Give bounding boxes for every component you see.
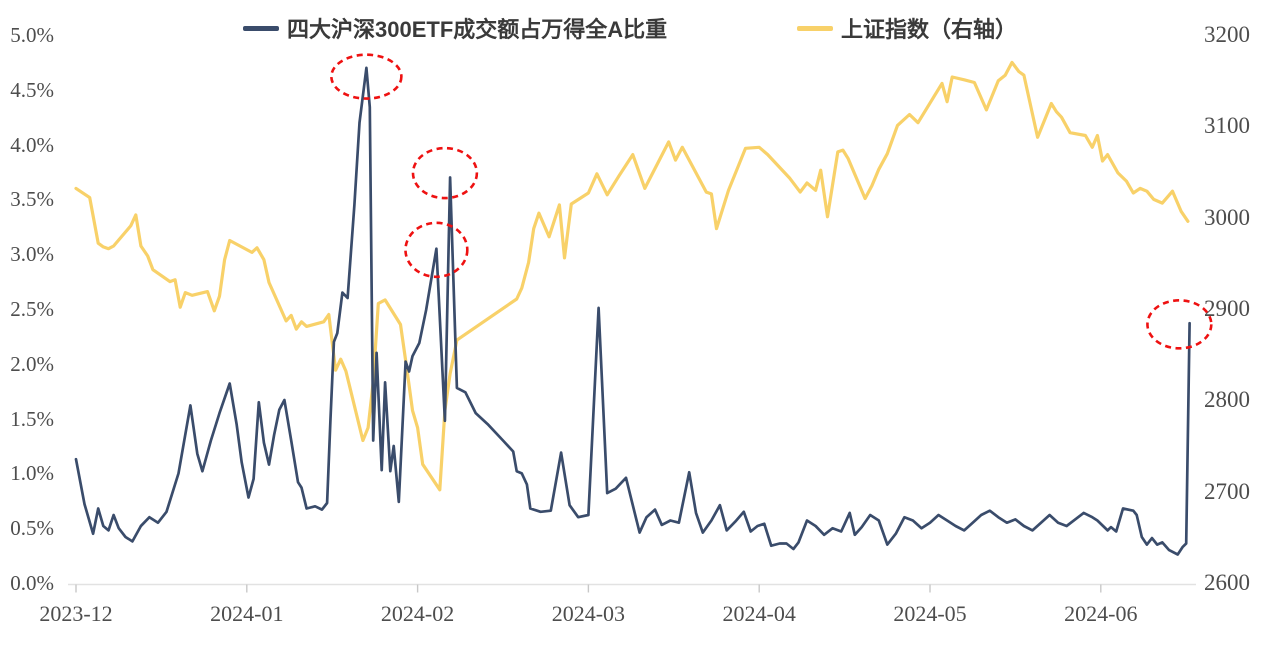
x-axis-tick-label: 2024-03	[551, 601, 626, 626]
y-left-tick-label: 0.5%	[10, 516, 54, 541]
y-axis-left-labels: 5.0% 4.5% 4.0% 3.5% 3.0% 2.5% 2.0% 1.5% 1.0% 0.5%…	[0, 0, 56, 645]
y-right-tick-label: 3000	[1204, 204, 1250, 230]
y-right-tick-label: 2600	[1204, 570, 1250, 595]
y-left-tick-label: 2.0%	[10, 351, 54, 376]
x-axis-tick-label: 2023-12	[39, 601, 113, 626]
highlight-ellipse	[330, 53, 403, 100]
y-axis-right-labels: 3200 3100 3000 2900 2800 2700 2600	[1204, 0, 1268, 645]
y-left-tick-label: 5.0%	[10, 23, 54, 47]
series-etf-share-line	[74, 66, 1191, 556]
y-left-tick-label: 2.5%	[10, 297, 54, 321]
y-right-tick-label: 2700	[1204, 478, 1250, 504]
legend-item-etf-share: 四大沪深300ETF成交额占万得全A比重	[243, 15, 668, 42]
highlight-ellipse	[404, 221, 469, 279]
y-right-tick-label: 3200	[1204, 22, 1250, 47]
highlight-ellipse	[411, 146, 479, 200]
y-left-tick-label: 4.0%	[10, 132, 54, 157]
legend-swatch-sse-index	[797, 25, 833, 31]
legend-label-etf-share: 四大沪深300ETF成交额占万得全A比重	[287, 17, 668, 42]
series-sse-index-line	[74, 60, 1190, 492]
y-left-tick-label: 0.0%	[10, 571, 54, 595]
y-left-tick-label: 4.5%	[10, 77, 54, 102]
y-left-tick-label: 1.0%	[10, 461, 54, 486]
legend-label-sse-index: 上证指数（右轴）	[841, 17, 1018, 42]
legend-swatch-etf-share	[243, 25, 279, 31]
y-left-tick-label: 3.5%	[10, 187, 54, 212]
y-right-tick-label: 3100	[1204, 113, 1250, 139]
highlight-ellipse	[1146, 299, 1213, 350]
x-axis-tick-label: 2024-01	[210, 601, 284, 626]
x-axis-tick-label: 2024-02	[380, 601, 455, 626]
legend-item-sse-index: 上证指数（右轴）	[797, 15, 1018, 42]
y-left-tick-label: 1.5%	[10, 406, 54, 431]
x-axis-tick-label: 2024-05	[893, 601, 967, 626]
x-axis-tick-label: 2024-06	[1064, 601, 1138, 626]
y-left-tick-label: 3.0%	[10, 242, 54, 267]
y-right-tick-label: 2900	[1204, 296, 1250, 321]
y-right-tick-label: 2800	[1204, 387, 1250, 413]
x-axis-tick-label: 2024-04	[722, 601, 796, 626]
